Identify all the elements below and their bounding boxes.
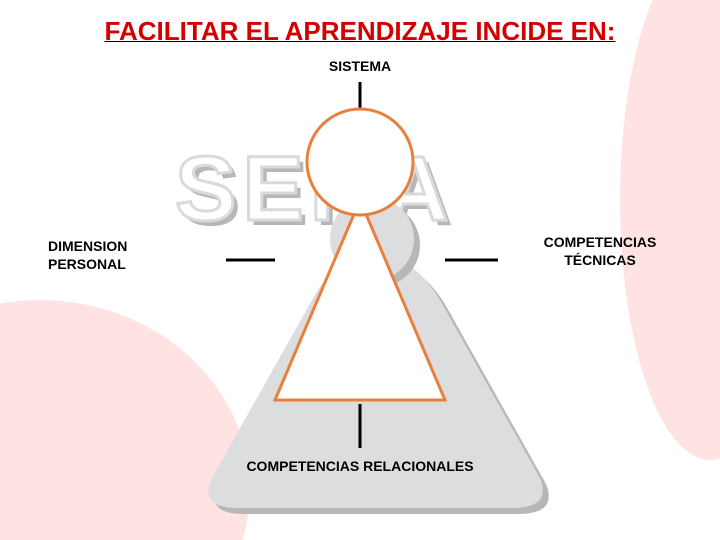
label-bottom: COMPETENCIAS RELACIONALES (160, 458, 560, 476)
label-left-line1: DIMENSION (48, 238, 127, 254)
label-right-line2: TÉCNICAS (564, 252, 636, 268)
label-right: COMPETENCIAS TÉCNICAS (510, 234, 690, 269)
label-top: SISTEMA (300, 58, 420, 76)
label-left-line2: PERSONAL (48, 256, 126, 272)
diagram-triangle (275, 200, 445, 400)
label-right-line1: COMPETENCIAS (544, 234, 657, 250)
label-left: DIMENSION PERSONAL (48, 238, 193, 273)
diagram-circle (307, 109, 413, 215)
